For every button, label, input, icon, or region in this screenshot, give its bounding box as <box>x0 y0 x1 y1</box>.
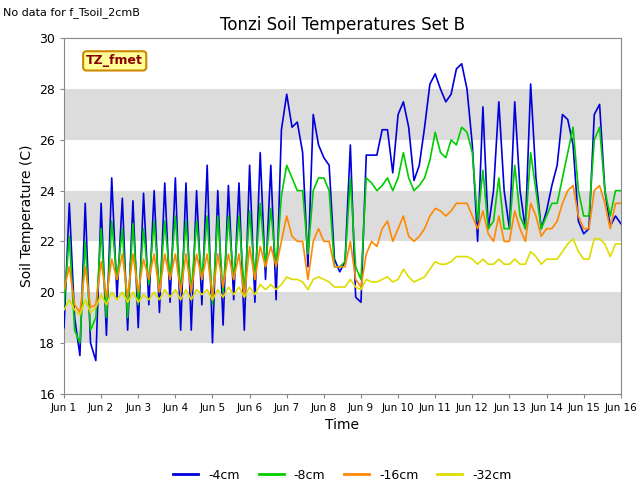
Bar <box>64 38 621 89</box>
Bar <box>64 343 621 394</box>
Bar <box>64 292 621 343</box>
Bar <box>64 241 621 292</box>
X-axis label: Time: Time <box>325 418 360 432</box>
Text: TZ_fmet: TZ_fmet <box>86 54 143 67</box>
Legend: -4cm, -8cm, -16cm, -32cm: -4cm, -8cm, -16cm, -32cm <box>168 464 516 480</box>
Title: Tonzi Soil Temperatures Set B: Tonzi Soil Temperatures Set B <box>220 16 465 34</box>
Y-axis label: Soil Temperature (C): Soil Temperature (C) <box>20 145 33 287</box>
Bar <box>64 191 621 241</box>
Text: No data for f_Tsoil_2cmB: No data for f_Tsoil_2cmB <box>3 7 140 18</box>
Bar <box>64 89 621 140</box>
Bar <box>64 140 621 191</box>
